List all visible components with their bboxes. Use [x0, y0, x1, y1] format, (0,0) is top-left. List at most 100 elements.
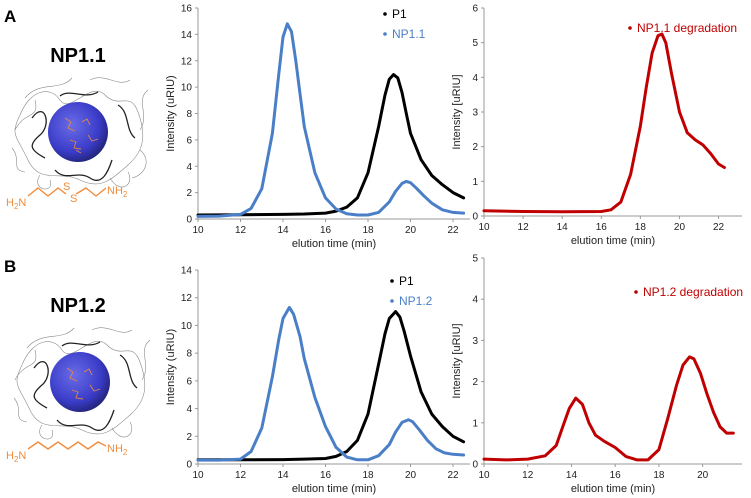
panel-letter-b: B [4, 257, 16, 276]
y-tick-label: 2 [186, 188, 192, 199]
x-tick-label: 12 [235, 470, 247, 481]
legend-label: NP1.1 [392, 27, 426, 41]
series-line-np1-2-degradation [482, 355, 735, 462]
y-tick-label: 4 [472, 295, 478, 306]
y-tick-label: 6 [186, 135, 192, 146]
nanoparticle-b-icon [13, 327, 151, 440]
legend-marker [390, 299, 394, 303]
legend-label: P1 [399, 274, 414, 288]
legend-marker [390, 279, 394, 283]
x-tick-label: 10 [192, 470, 204, 481]
x-tick-label: 20 [405, 470, 417, 481]
x-axis-label: elution time (min) [292, 483, 376, 495]
y-axis-label: Intensity (uRIU) [165, 329, 177, 405]
y-axis-label: Intensity [uRIU] [451, 74, 463, 149]
x-tick-label: 22 [447, 470, 459, 481]
y-tick-label: 10 [181, 321, 193, 332]
y-tick-label: 10 [181, 83, 193, 94]
nanoparticle-a-icon [11, 77, 149, 190]
linker-disulfide-a: H2N S S NH2 [6, 181, 128, 211]
x-tick-label: 14 [566, 470, 578, 481]
x-tick-label: 18 [362, 225, 374, 236]
y-tick-label: 12 [181, 293, 193, 304]
x-tick-label: 16 [596, 222, 608, 233]
np-label-b: NP1.2 [50, 295, 106, 317]
x-tick-label: 10 [478, 470, 490, 481]
y-tick-label: 2 [186, 432, 192, 443]
legend-label: NP1.2 degradation [643, 285, 743, 299]
y-axis-label: Intensity (uRIU) [165, 75, 177, 151]
x-tick-label: 12 [518, 222, 530, 233]
series-line-np1-1 [196, 22, 466, 218]
y-tick-label: 3 [472, 336, 478, 347]
panel-letter-a: A [4, 7, 16, 26]
y-tick-label: 4 [186, 404, 192, 415]
x-tick-label: 14 [277, 470, 289, 481]
x-tick-label: 16 [320, 225, 332, 236]
x-tick-label: 18 [635, 222, 647, 233]
x-tick-label: 12 [235, 225, 247, 236]
y-tick-label: 8 [186, 109, 192, 120]
x-tick-label: 16 [610, 470, 622, 481]
x-tick-label: 14 [557, 222, 569, 233]
amine-left-a: H2N [6, 197, 26, 211]
series-line-p1 [196, 73, 466, 217]
legend-marker [383, 12, 387, 16]
x-tick-label: 10 [478, 222, 490, 233]
x-axis-label: elution time (min) [571, 483, 655, 495]
y-tick-label: 1 [472, 418, 478, 429]
x-tick-label: 18 [362, 470, 374, 481]
y-tick-label: 14 [181, 30, 193, 41]
legend-label: NP1.1 degradation [637, 21, 737, 35]
series-line-np1-1-degradation [482, 32, 726, 214]
y-tick-label: 2 [472, 377, 478, 388]
amine-right-a: NH2 [107, 185, 128, 199]
y-tick-label: 2 [472, 142, 478, 153]
y-tick-label: 3 [472, 108, 478, 119]
y-tick-label: 5 [472, 254, 478, 265]
x-tick-label: 22 [713, 222, 725, 233]
amine-left-b: H2N [6, 450, 26, 464]
legend-label: P1 [392, 7, 407, 21]
legend-label: NP1.2 [399, 294, 433, 308]
x-tick-label: 22 [447, 225, 459, 236]
y-tick-label: 0 [472, 212, 478, 223]
x-tick-label: 10 [192, 225, 204, 236]
np-label-a: NP1.1 [50, 45, 106, 67]
x-tick-label: 18 [653, 470, 665, 481]
y-tick-label: 0 [472, 460, 478, 471]
sulfur-2-a: S [70, 193, 77, 205]
panel-a-illustration: A NP1.1 H2N S S NH2 [4, 7, 149, 211]
amine-right-b: NH2 [107, 443, 128, 457]
linker-diamine-b: H2N NH2 [6, 441, 128, 464]
y-tick-label: 16 [181, 4, 193, 15]
y-tick-label: 4 [186, 162, 192, 173]
sulfur-1-a: S [63, 181, 70, 193]
legend-marker [383, 32, 387, 36]
y-tick-label: 0 [186, 215, 192, 226]
y-tick-label: 6 [472, 4, 478, 15]
chart-A-gpc: 10 12 14 16 18 20 22 0 2 4 6 8 10 12 14 16 elution time … [165, 4, 470, 250]
y-tick-label: 12 [181, 56, 193, 67]
panel-b-illustration: B NP1.2 H2N NH2 [4, 257, 151, 464]
x-tick-label: 20 [405, 225, 417, 236]
x-tick-label: 20 [697, 470, 709, 481]
x-tick-label: 14 [277, 225, 289, 236]
series-line-np1-2 [196, 305, 466, 462]
x-axis-label: elution time (min) [571, 235, 655, 247]
x-tick-label: 12 [522, 470, 534, 481]
y-tick-label: 0 [186, 460, 192, 471]
legend-marker [634, 290, 638, 294]
y-tick-label: 6 [186, 376, 192, 387]
y-tick-label: 8 [186, 349, 192, 360]
y-tick-label: 14 [181, 266, 193, 277]
series-line-p1 [196, 310, 466, 462]
x-axis-label: elution time (min) [292, 238, 376, 250]
legend-marker [628, 26, 632, 30]
y-tick-label: 1 [472, 177, 478, 188]
y-tick-label: 5 [472, 38, 478, 49]
